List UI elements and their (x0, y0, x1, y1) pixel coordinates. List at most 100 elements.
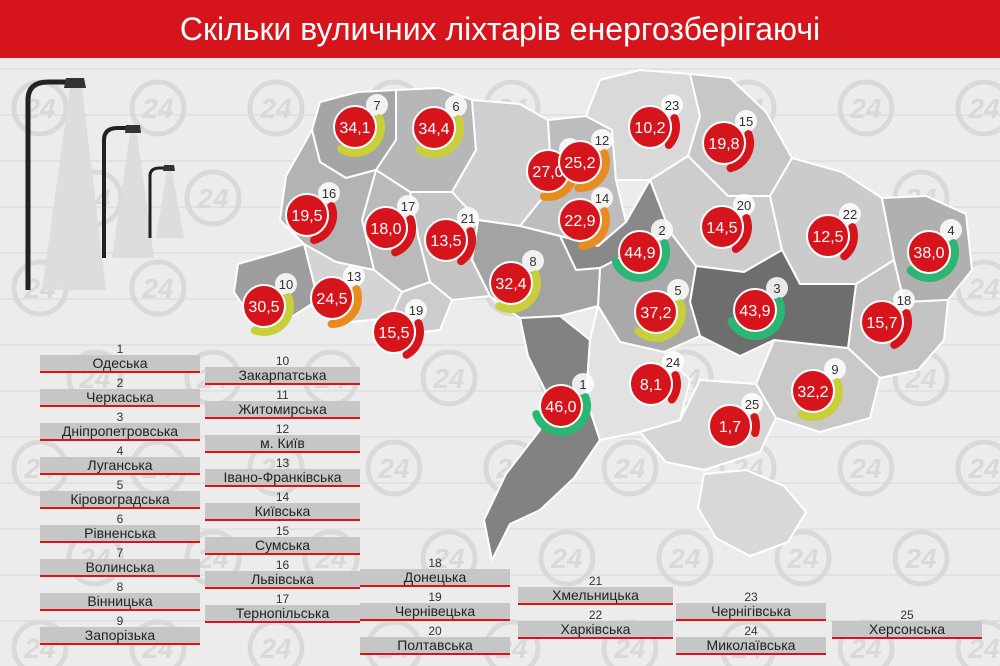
legend-rank: 7 (116, 546, 124, 560)
legend-region-name: Чернігівська (676, 603, 826, 621)
rank-label: 17 (401, 199, 415, 214)
rank-bubble (591, 129, 613, 151)
legend-rank: 24 (744, 624, 758, 638)
legend-region-name: Житомирська (205, 401, 360, 419)
street-lamp-icon (25, 78, 184, 290)
legend-item: 11 Житомирська (205, 388, 360, 420)
rank-label: 4 (947, 223, 954, 238)
watermark-24-icon: 24 (247, 619, 305, 666)
legend-item: 1 Одеська (40, 342, 200, 374)
value-label: 38,0 (913, 245, 944, 262)
legend-rank: 16 (275, 558, 290, 572)
svg-text:24: 24 (849, 453, 882, 484)
legend-region-name: Закарпатська (205, 367, 360, 385)
page-title: Скільки вуличних ліхтарів енергозберігаю… (179, 11, 821, 47)
region-badge: 438,0 (906, 219, 962, 282)
rank-label: 10 (279, 277, 293, 292)
legend-region-name: Одеська (40, 355, 200, 373)
value-arc (578, 207, 610, 250)
value-label: 14,5 (706, 220, 737, 237)
value-circle (806, 214, 850, 258)
region-badge: 734,1 (333, 94, 388, 157)
legend-item: 16 Львівська (205, 558, 360, 590)
rank-label: 24 (666, 355, 680, 370)
value-arc (402, 319, 424, 359)
rank-label: 3 (773, 281, 780, 296)
legend-region-name: Київська (205, 503, 360, 521)
svg-text:24: 24 (141, 273, 174, 304)
watermark-24-icon: 24 (247, 79, 305, 137)
legend-rank: 11 (276, 388, 289, 402)
watermark-24-icon: 24 (955, 79, 1000, 137)
value-arc (574, 149, 610, 192)
watermark-24-icon: 24 (601, 439, 659, 497)
legend-rank: 23 (744, 590, 758, 604)
svg-text:24: 24 (432, 363, 465, 394)
value-label: 43,9 (739, 303, 770, 320)
value-circle (733, 288, 777, 332)
rank-label: 12 (595, 133, 609, 148)
legend-item: 9 Запорізька (40, 614, 200, 646)
legend-item: 4 Луганська (40, 444, 200, 476)
value-arc (664, 114, 680, 149)
legend-rank: 12 (275, 422, 290, 436)
svg-text:24: 24 (550, 543, 583, 574)
legend-region-name: Херсонська (832, 621, 982, 639)
value-circle (242, 284, 286, 328)
rank-bubble (572, 373, 594, 395)
legend-region-name: Хмельницька (518, 587, 673, 605)
region-badge: 832,4 (489, 250, 544, 313)
legend-region-name: Запорізька (40, 627, 200, 645)
value-arc (415, 115, 464, 158)
rank-label: 25 (745, 397, 759, 412)
svg-text:24: 24 (377, 453, 410, 484)
value-arc (391, 215, 416, 257)
value-label: 22,9 (564, 213, 595, 230)
value-circle (364, 206, 408, 250)
legend-region-name: Волинська (40, 559, 200, 577)
value-arc (906, 239, 959, 282)
value-circle (539, 384, 583, 428)
rank-label: 8 (529, 254, 536, 269)
watermark-24-icon: 24 (365, 439, 423, 497)
legend-region-name: Донецька (360, 569, 510, 587)
value-label: 10,2 (634, 120, 665, 137)
rank-bubble (824, 358, 846, 380)
value-circle (285, 193, 329, 237)
legend-rank: 3 (116, 410, 124, 424)
rank-label: 18 (897, 293, 911, 308)
value-circle (628, 105, 672, 149)
value-arc (890, 309, 912, 349)
legend-rank: 20 (428, 624, 442, 638)
value-circle (333, 105, 377, 149)
legend-rank: 4 (116, 444, 124, 458)
value-label: 24,5 (316, 291, 347, 308)
legend-item: 7 Волинська (40, 546, 200, 578)
rank-bubble (318, 182, 340, 204)
legend-rank: 13 (275, 456, 290, 470)
legend-rank: 21 (588, 574, 603, 588)
watermark-24-icon: 24 (538, 529, 596, 587)
value-arc (337, 114, 385, 157)
legend-item: 18 Донецька (360, 556, 510, 588)
value-label: 30,5 (248, 299, 279, 316)
legend-item: 23 Чернігівська (676, 590, 826, 622)
legend-region-name: Сумська (205, 537, 360, 555)
legend-item: 14 Київська (205, 490, 360, 522)
svg-text:24: 24 (967, 93, 1000, 124)
legend-rank: 5 (116, 478, 124, 492)
region-badge: 251,7 (708, 393, 763, 448)
legend-rank: 6 (116, 512, 124, 526)
rank-bubble (366, 94, 388, 116)
value-label: 15,5 (378, 325, 409, 342)
watermark-24-icon: 24 (656, 529, 714, 587)
legend-rank: 22 (588, 608, 603, 622)
region-badge: 343,9 (727, 277, 788, 340)
legend-item: 2 Черкаська (40, 376, 200, 408)
